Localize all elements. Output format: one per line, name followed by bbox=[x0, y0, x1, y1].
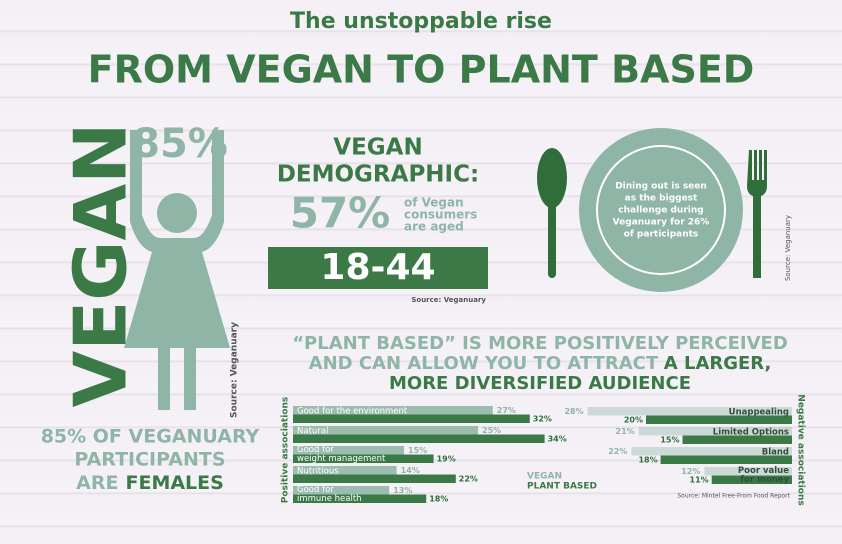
plate bbox=[579, 128, 743, 292]
bar bbox=[293, 466, 397, 475]
spoon-bowl bbox=[537, 148, 567, 208]
bar bbox=[293, 426, 478, 435]
category-label: Bland bbox=[762, 448, 789, 458]
title: FROM VEGAN TO PLANT BASED bbox=[88, 48, 755, 92]
value-label: 13% bbox=[393, 486, 412, 495]
bar bbox=[293, 406, 493, 415]
demographic-title: VEGAN bbox=[333, 135, 422, 161]
category-label: Unappealing bbox=[729, 408, 789, 418]
value-label: 12% bbox=[681, 467, 700, 476]
vegan-percent: 85% bbox=[132, 121, 228, 167]
bar bbox=[587, 407, 792, 416]
bar bbox=[631, 447, 792, 456]
dining-line: Veganuary for 26% bbox=[613, 218, 710, 228]
bar bbox=[293, 414, 530, 423]
female-figure bbox=[124, 130, 230, 410]
kicker: The unstoppable rise bbox=[290, 9, 552, 34]
caption-line: 85% OF VEGANUARY bbox=[41, 426, 260, 448]
value-label: 27% bbox=[497, 406, 516, 415]
caption-line: ARE FEMALES bbox=[76, 472, 224, 494]
fork bbox=[747, 150, 767, 278]
dining-line: challenge during bbox=[618, 206, 703, 216]
bar bbox=[646, 415, 792, 424]
value-label: 11% bbox=[690, 476, 709, 485]
demographic-source: Source: Veganuary bbox=[411, 296, 486, 304]
dining-line: as the biggest bbox=[625, 194, 698, 204]
value-label: 25% bbox=[482, 426, 501, 435]
category-label: Good for bbox=[297, 485, 334, 495]
dining-source: Source: Veganuary bbox=[784, 215, 792, 281]
headline-text: “PLANT BASED” IS MORE POSITIVELY PERCEIV… bbox=[292, 333, 788, 354]
plate-rim bbox=[596, 145, 726, 275]
associations-source: Source: Mintel Free-From Food Report bbox=[677, 493, 790, 500]
value-label: 18% bbox=[429, 495, 448, 504]
dining-line: Dining out is seen bbox=[615, 182, 707, 192]
value-label: 22% bbox=[459, 475, 478, 484]
bar bbox=[293, 434, 545, 443]
legend-entry: PLANT BASED bbox=[527, 482, 597, 492]
bar bbox=[293, 494, 427, 503]
value-label: 21% bbox=[616, 427, 635, 436]
bar bbox=[711, 475, 792, 484]
value-label: 22% bbox=[608, 447, 627, 456]
category-label: Good for the environment bbox=[297, 407, 408, 417]
axis-title: Negative associations bbox=[796, 394, 806, 505]
caption-text: ARE bbox=[76, 472, 118, 494]
category-label: Good for bbox=[297, 445, 334, 455]
dining-line: of participants bbox=[624, 230, 699, 240]
age-box bbox=[268, 247, 488, 289]
demographic-note: consumers bbox=[404, 208, 477, 222]
figure-head bbox=[157, 193, 197, 233]
legend-entry: VEGAN bbox=[527, 472, 562, 482]
headline: MORE DIVERSIFIED AUDIENCE bbox=[389, 373, 691, 394]
category-label: for money bbox=[740, 475, 789, 485]
headline-text: AND CAN ALLOW YOU TO ATTRACT bbox=[309, 353, 659, 374]
demographic-percent: 57% bbox=[290, 189, 391, 238]
category-label: Nutritious bbox=[297, 467, 339, 477]
bar bbox=[293, 474, 456, 483]
category-label: Poor value bbox=[738, 466, 789, 476]
bar bbox=[293, 454, 434, 463]
value-label: 20% bbox=[624, 416, 643, 425]
caption-line: PARTICIPANTS bbox=[74, 449, 225, 471]
value-label: 14% bbox=[401, 466, 420, 475]
category-label: Limited Options bbox=[713, 428, 789, 438]
ages: 18-44 bbox=[320, 247, 435, 288]
value-label: 18% bbox=[638, 456, 657, 465]
demographic-note: of Vegan bbox=[404, 196, 464, 210]
caption-highlight: FEMALES bbox=[125, 472, 223, 494]
bar bbox=[682, 435, 792, 444]
cutlery bbox=[537, 148, 767, 278]
figure-body bbox=[124, 130, 230, 410]
value-label: 15% bbox=[408, 446, 427, 455]
vegan-word: VEGAN bbox=[59, 123, 143, 408]
value-label: 32% bbox=[533, 415, 552, 424]
headline-text: A LARGER, bbox=[664, 353, 772, 374]
headline: “PLANT BASED” IS MORE POSITIVELY PERCEIV… bbox=[292, 333, 788, 354]
axis-title: Positive associations bbox=[281, 397, 291, 504]
bar bbox=[638, 427, 792, 436]
bar bbox=[293, 486, 390, 495]
value-label: 15% bbox=[660, 436, 679, 445]
bar bbox=[660, 455, 792, 464]
bar bbox=[704, 467, 792, 476]
vegan-source: Source: Veganuary bbox=[230, 322, 240, 418]
demographic-note: are aged bbox=[404, 220, 464, 234]
demographic-title: DEMOGRAPHIC: bbox=[277, 162, 479, 188]
value-label: 34% bbox=[548, 435, 567, 444]
bar bbox=[293, 446, 404, 455]
category-label: weight management bbox=[297, 454, 386, 464]
category-label: immune health bbox=[297, 494, 362, 504]
category-label: Natural bbox=[297, 427, 328, 437]
spoon-handle bbox=[548, 200, 556, 278]
value-label: 19% bbox=[437, 455, 456, 464]
value-label: 28% bbox=[564, 407, 583, 416]
headline: AND CAN ALLOW YOU TO ATTRACT A LARGER, bbox=[309, 353, 772, 374]
